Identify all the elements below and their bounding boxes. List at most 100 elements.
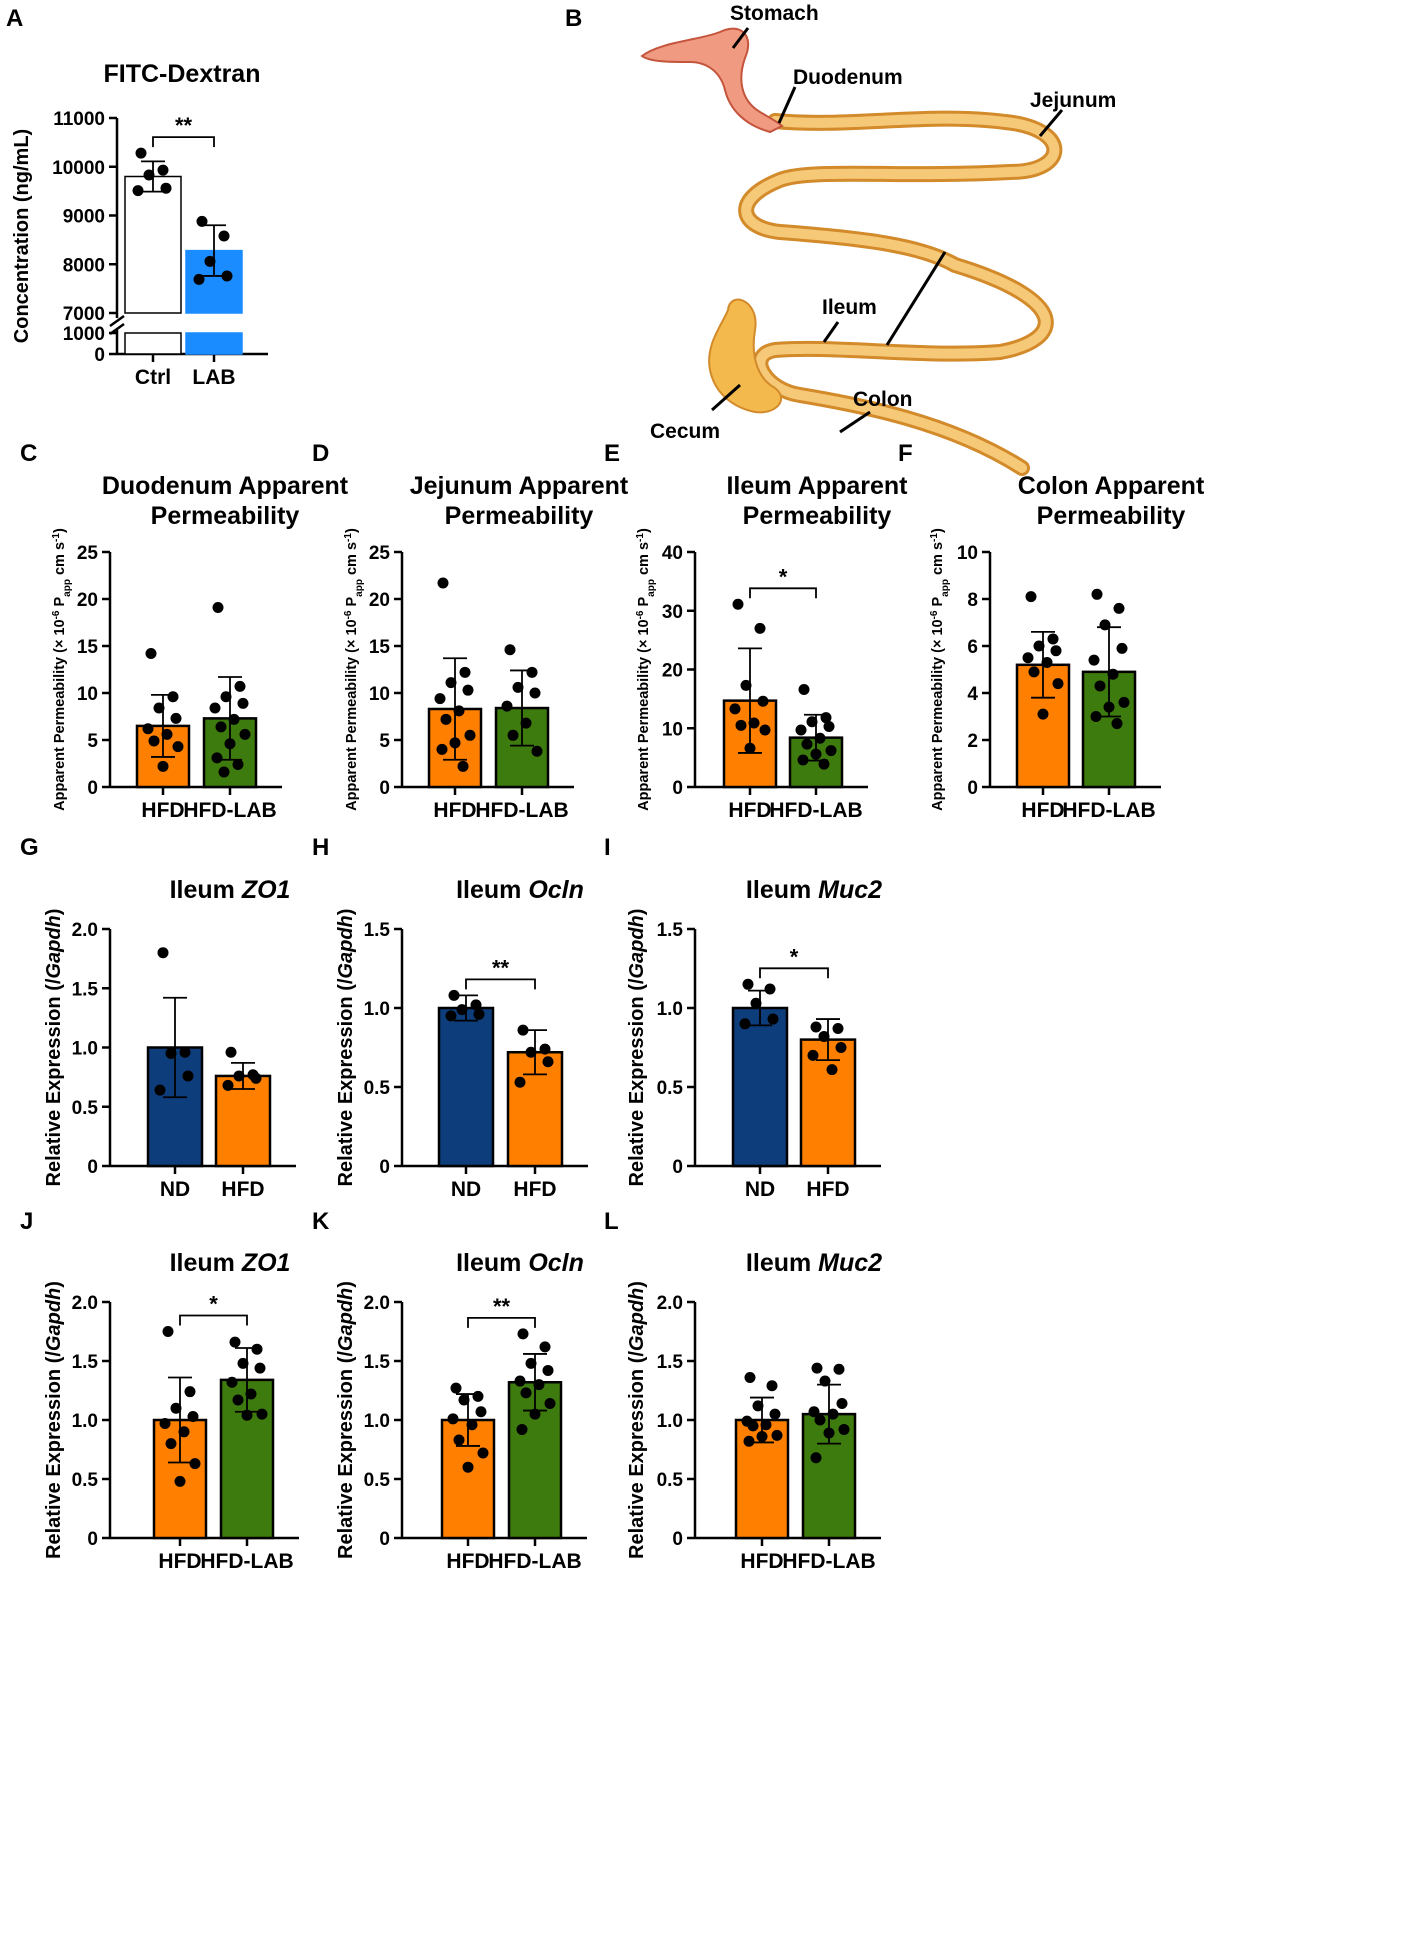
- data-point: [810, 748, 822, 760]
- chart-title-line2: Permeability: [151, 502, 300, 530]
- significance-bracket: [465, 978, 536, 990]
- title-text: Ileum: [456, 876, 528, 904]
- y-tick-label: 0: [672, 1157, 683, 1178]
- data-point: [222, 1079, 234, 1091]
- data-point: [477, 1447, 489, 1459]
- y-label-part: ): [626, 909, 648, 916]
- data-point: [739, 1018, 751, 1030]
- y-label-part: -1: [343, 533, 354, 542]
- y-label-part: ): [626, 1281, 648, 1288]
- title-gene: Muc2: [818, 1249, 882, 1277]
- y-tick-label: 1.0: [364, 999, 390, 1020]
- significance-bracket: [749, 587, 817, 599]
- data-point: [157, 947, 169, 959]
- y-tick-label: 2.0: [72, 1293, 98, 1314]
- y-tick-label: 4: [967, 684, 978, 705]
- organ-cecum: Cecum: [650, 420, 720, 443]
- y-tick-label: 11000: [53, 109, 105, 130]
- data-point: [434, 693, 446, 705]
- data-point: [154, 1084, 166, 1096]
- data-point: [209, 702, 221, 714]
- y-tick-label: 0.5: [364, 1078, 391, 1099]
- y-label-part: app: [62, 579, 73, 597]
- y-label-part: Relative Expression (/: [43, 978, 65, 1186]
- y-tick-label: 1.5: [72, 979, 99, 1000]
- data-point: [767, 1013, 779, 1025]
- data-point: [832, 1023, 844, 1035]
- data-point: [145, 648, 157, 660]
- data-point: [732, 598, 744, 610]
- data-point: [735, 719, 747, 731]
- y-label-part: ): [335, 909, 357, 916]
- data-point: [542, 1056, 554, 1068]
- y-tick-label: 0: [672, 1529, 683, 1550]
- chart-l: L Ileum Muc2 Relative Expression (/Gapdh) 0…: [604, 1208, 882, 1573]
- data-point: [1025, 591, 1037, 603]
- y-tick-label: 10: [957, 543, 978, 564]
- chart-i: I Ileum Muc2 Relative Expression (/Gapdh) 0…: [604, 834, 882, 1201]
- data-point: [838, 1423, 850, 1435]
- stomach-shape: [640, 27, 784, 134]
- data-point: [807, 1049, 819, 1061]
- x-category-label: ND: [160, 1178, 190, 1201]
- y-label-part: Apparent Permeability (× 10: [52, 619, 68, 810]
- y-label-part: Relative Expression (/: [43, 1351, 65, 1559]
- data-point: [744, 742, 756, 754]
- data-point: [182, 1070, 194, 1082]
- data-point: [165, 1438, 177, 1450]
- y-tick-label: 0.5: [364, 1470, 391, 1491]
- data-point: [475, 1406, 487, 1418]
- data-point: [756, 1431, 768, 1443]
- title-gene: Ocln: [528, 1249, 584, 1277]
- y-axis-label: Relative Expression (/Gapdh): [626, 1281, 648, 1559]
- data-point: [218, 230, 230, 242]
- data-point: [1116, 642, 1128, 654]
- data-point: [450, 1382, 462, 1394]
- data-point: [148, 735, 160, 747]
- chart-title: Ileum Muc2: [746, 1249, 882, 1277]
- x-category-label: HFD: [740, 1550, 783, 1573]
- y-label-part: -1: [929, 533, 940, 542]
- x-category-label: HFD: [728, 799, 771, 822]
- data-point: [179, 1046, 191, 1058]
- x-category-label: HFD-LAB: [782, 1550, 875, 1573]
- y-axis-label: Relative Expression (/Gapdh): [626, 909, 648, 1187]
- data-point: [453, 705, 465, 717]
- y-tick-label: 10000: [52, 158, 105, 179]
- y-tick-label: 9000: [63, 207, 105, 228]
- data-point: [196, 215, 208, 227]
- x-category-label: HFD: [513, 1178, 556, 1201]
- y-label-part: ): [335, 1281, 357, 1288]
- y-tick-label: 25: [77, 543, 99, 564]
- y-label-part: cm s: [636, 542, 652, 579]
- data-point: [445, 677, 457, 689]
- y-tick-label: 0.5: [72, 1470, 99, 1491]
- y-tick-label: 30: [662, 602, 683, 623]
- chart-title-line2: Permeability: [1037, 502, 1186, 530]
- data-point: [811, 1362, 823, 1374]
- y-tick-label: 0: [967, 778, 978, 799]
- data-point: [178, 1426, 190, 1438]
- y-tick-label: 15: [369, 637, 391, 658]
- data-point: [159, 1418, 171, 1430]
- y-tick-label: 0.5: [657, 1078, 684, 1099]
- data-point: [819, 1375, 831, 1387]
- data-point: [825, 745, 837, 757]
- data-point: [757, 695, 769, 707]
- data-point: [1103, 701, 1115, 713]
- data-point: [233, 1070, 245, 1082]
- y-label-part: ): [344, 528, 360, 533]
- data-point: [526, 666, 538, 678]
- data-point: [539, 1341, 551, 1353]
- data-point: [542, 1364, 554, 1376]
- data-point: [220, 691, 232, 703]
- chart-title: Ileum Ocln: [456, 1249, 584, 1277]
- panel-label-f: F: [898, 440, 913, 467]
- y-label-part: -6: [343, 610, 354, 619]
- y-tick-label: 0: [379, 1157, 390, 1178]
- data-point: [448, 989, 460, 1001]
- data-point: [808, 1406, 820, 1418]
- x-category-label: HFD: [446, 1550, 489, 1573]
- panel-label-g: G: [20, 834, 39, 861]
- data-point: [142, 723, 154, 735]
